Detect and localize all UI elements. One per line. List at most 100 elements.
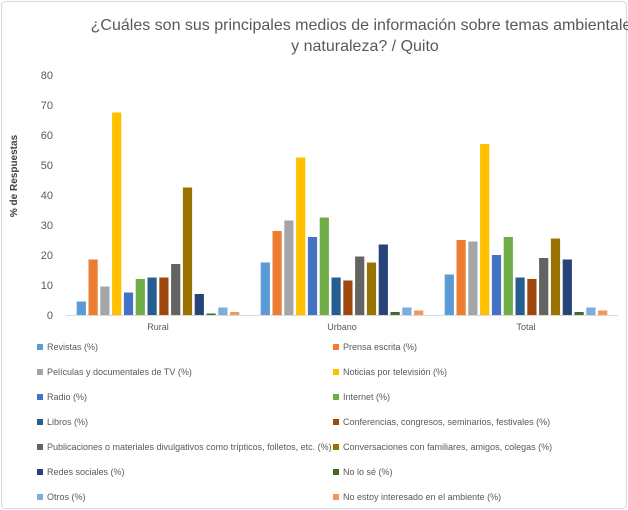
- bar: [444, 274, 454, 315]
- y-tick-label: 10: [41, 280, 53, 292]
- bar: [366, 262, 377, 315]
- legend-swatch: [37, 469, 43, 475]
- legend-swatch: [333, 419, 339, 425]
- legend-item: Revistas (%): [37, 340, 98, 354]
- bar: [456, 240, 466, 315]
- bar: [76, 301, 86, 315]
- legend-swatch: [333, 494, 339, 500]
- chart-title-line-2: y naturaleza? / Quito: [291, 38, 439, 55]
- legend-swatch: [333, 394, 339, 400]
- legend-label: Conversaciones con familiares, amigos, c…: [343, 442, 553, 452]
- y-tick-label: 0: [47, 310, 53, 322]
- bar: [112, 112, 122, 315]
- category-label: Total: [516, 322, 535, 332]
- legend-item: Radio (%): [37, 390, 87, 404]
- bar: [491, 255, 502, 315]
- legend-swatch: [37, 494, 43, 500]
- legend-label: No lo sé (%): [343, 467, 393, 477]
- bar: [307, 237, 318, 315]
- y-tick-label: 70: [41, 100, 53, 112]
- bar: [331, 277, 341, 315]
- bar: [159, 277, 169, 315]
- legend-label: No estoy interesado en el ambiente (%): [343, 492, 502, 502]
- legend-item: Conversaciones con familiares, amigos, c…: [333, 440, 552, 454]
- legend-item: Internet (%): [333, 390, 390, 404]
- bar: [515, 277, 525, 315]
- bar: [123, 292, 134, 315]
- legend-swatch: [37, 369, 43, 375]
- legend-label: Revistas (%): [47, 342, 99, 352]
- category-label: Rural: [147, 322, 169, 332]
- category-label: Urbano: [327, 322, 357, 332]
- legend-label: Internet (%): [343, 392, 391, 402]
- bar: [206, 313, 216, 315]
- y-tick-label: 60: [41, 130, 53, 142]
- legend-label: Conferencias, congresos, seminarios, fes…: [343, 417, 551, 427]
- bar: [574, 312, 584, 315]
- bar: [468, 241, 478, 315]
- y-axis-label: % de Respuestas: [9, 134, 20, 217]
- bar: [527, 279, 537, 315]
- legend-item: No estoy interesado en el ambiente (%): [333, 490, 501, 504]
- legend-swatch: [333, 344, 339, 350]
- y-tick-label: 20: [41, 250, 53, 262]
- bar: [343, 280, 353, 315]
- legend-item: Otros (%): [37, 490, 86, 504]
- bar: [390, 312, 400, 315]
- bar: [218, 307, 228, 315]
- legend-swatch: [333, 369, 339, 375]
- legend-label: Radio (%): [47, 392, 88, 402]
- legend-swatch: [37, 344, 43, 350]
- y-tick-label: 40: [41, 190, 53, 202]
- bar: [598, 310, 608, 315]
- bar: [260, 262, 270, 315]
- legend-item: Libros (%): [37, 415, 88, 429]
- bar: [378, 244, 388, 315]
- bar: [88, 259, 98, 315]
- bar: [182, 187, 193, 315]
- bar: [355, 256, 365, 315]
- y-tick-label: 80: [41, 70, 53, 82]
- bar: [171, 264, 181, 315]
- legend-item: Publicaciones o materiales divulgativos …: [37, 440, 332, 454]
- bar: [230, 312, 240, 315]
- legend-label: Libros (%): [47, 417, 89, 427]
- bar: [550, 238, 561, 315]
- legend-item: Prensa escrita (%): [333, 340, 417, 354]
- legend-swatch: [37, 394, 43, 400]
- legend-item: Noticias por televisión (%): [333, 365, 447, 379]
- legend-label: Redes sociales (%): [47, 467, 125, 477]
- bar: [100, 286, 110, 315]
- legend-label: Prensa escrita (%): [343, 342, 418, 352]
- legend-label: Noticias por televisión (%): [343, 367, 448, 377]
- legend-swatch: [37, 419, 43, 425]
- legend-item: Redes sociales (%): [37, 465, 125, 479]
- bar: [480, 144, 490, 315]
- legend-label: Películas y documentales de TV (%): [47, 367, 192, 377]
- bar: [562, 259, 572, 315]
- legend-item: Películas y documentales de TV (%): [37, 365, 192, 379]
- bar: [539, 258, 549, 315]
- legend-label: Publicaciones o materiales divulgativos …: [47, 442, 332, 452]
- legend-item: Conferencias, congresos, seminarios, fes…: [333, 415, 550, 429]
- bar: [319, 217, 329, 315]
- legend-swatch: [333, 469, 339, 475]
- bar: [296, 157, 306, 315]
- bar: [194, 294, 204, 315]
- bar: [402, 307, 412, 315]
- bar: [284, 220, 294, 315]
- bar: [503, 237, 513, 315]
- y-tick-label: 30: [41, 220, 53, 232]
- bar: [272, 231, 282, 315]
- bar: [147, 277, 157, 315]
- bar: [135, 279, 145, 315]
- legend-swatch: [333, 444, 339, 450]
- legend-swatch: [37, 444, 43, 450]
- bar: [586, 307, 596, 315]
- y-tick-label: 50: [41, 160, 53, 172]
- chart-title-line-1: ¿Cuáles son sus principales medios de in…: [91, 17, 628, 34]
- legend-item: No lo sé (%): [333, 465, 393, 479]
- bar: [414, 310, 424, 315]
- legend-label: Otros (%): [47, 492, 86, 502]
